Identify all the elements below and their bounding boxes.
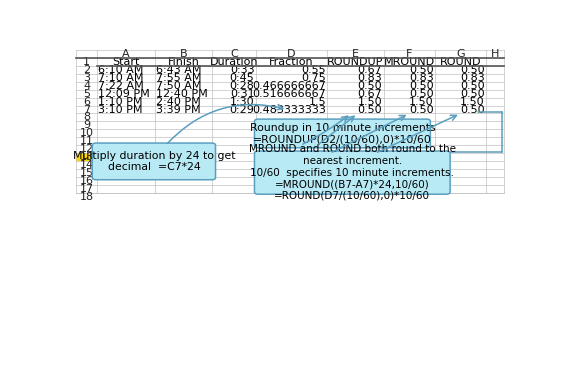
FancyBboxPatch shape [255, 151, 450, 194]
Text: 0.50: 0.50 [409, 81, 434, 91]
Text: 0.50: 0.50 [409, 89, 434, 99]
Text: 0.75: 0.75 [301, 73, 326, 83]
Text: C: C [230, 49, 238, 59]
Text: E: E [352, 49, 359, 59]
Text: 0.50: 0.50 [460, 65, 485, 74]
FancyBboxPatch shape [255, 119, 430, 148]
Text: B: B [179, 49, 187, 59]
Text: 12:09 PM: 12:09 PM [98, 89, 150, 99]
Text: 7:55 AM: 7:55 AM [156, 73, 201, 83]
Text: 2:40 PM: 2:40 PM [156, 96, 201, 106]
Text: 0.50: 0.50 [460, 89, 485, 99]
Text: 8: 8 [83, 113, 90, 122]
Text: 0.483333333: 0.483333333 [252, 104, 326, 114]
Text: 0.50: 0.50 [460, 81, 485, 91]
Text: 1.50: 1.50 [358, 96, 382, 106]
Text: 0:33: 0:33 [230, 65, 255, 74]
Text: 0.50: 0.50 [409, 104, 434, 114]
Text: 0.50: 0.50 [358, 104, 382, 114]
Text: 9: 9 [83, 121, 90, 131]
Text: A: A [122, 49, 130, 59]
Text: ROUND: ROUND [440, 56, 481, 66]
Text: 7:50 AM: 7:50 AM [156, 81, 201, 91]
Text: Start: Start [112, 56, 140, 66]
Text: 11: 11 [80, 136, 93, 146]
Text: Duration: Duration [210, 56, 258, 66]
Text: Fraction: Fraction [269, 56, 314, 66]
Text: 1: 1 [83, 56, 90, 66]
Text: 0:45: 0:45 [230, 73, 255, 83]
Text: 12:40 PM: 12:40 PM [156, 89, 208, 99]
Text: 7:10 AM: 7:10 AM [98, 73, 144, 83]
Text: H: H [491, 49, 499, 59]
FancyBboxPatch shape [92, 143, 216, 180]
Text: Multiply duration by 24 to get
decimal  =C7*24: Multiply duration by 24 to get decimal =… [72, 151, 235, 172]
Text: 6:10 AM: 6:10 AM [98, 65, 144, 74]
Text: 5: 5 [83, 89, 90, 99]
Text: 0:28: 0:28 [230, 81, 255, 91]
Text: 1.5: 1.5 [308, 96, 326, 106]
Text: 0.67: 0.67 [358, 89, 382, 99]
Text: 13: 13 [80, 152, 93, 162]
Text: 16: 16 [80, 176, 93, 186]
Text: 1:30: 1:30 [230, 96, 255, 106]
Text: 15: 15 [80, 168, 93, 179]
Text: 1.50: 1.50 [460, 96, 485, 106]
Text: 0:31: 0:31 [230, 89, 255, 99]
Text: 1:10 PM: 1:10 PM [98, 96, 143, 106]
Text: 1.50: 1.50 [409, 96, 434, 106]
Text: ROUNDUP: ROUNDUP [327, 56, 384, 66]
Text: G: G [456, 49, 465, 59]
Text: 0.466666667: 0.466666667 [252, 81, 326, 91]
Text: 0.516666667: 0.516666667 [252, 89, 326, 99]
Text: 6: 6 [83, 96, 90, 106]
Text: 2: 2 [83, 65, 90, 74]
Text: D: D [288, 49, 296, 59]
Bar [76, 154, 97, 161]
Text: MROUND and ROUND both round to the
nearest increment.
10/60  specifies 10 minute: MROUND and ROUND both round to the neare… [249, 144, 456, 201]
Text: 0.50: 0.50 [460, 104, 485, 114]
Text: 3:10 PM: 3:10 PM [98, 104, 143, 114]
Text: 3:39 PM: 3:39 PM [156, 104, 200, 114]
Text: 7:22 AM: 7:22 AM [98, 81, 144, 91]
Text: 0.83: 0.83 [460, 73, 485, 83]
Text: 6:43 AM: 6:43 AM [156, 65, 201, 74]
Text: Finish: Finish [168, 56, 199, 66]
Text: 17: 17 [79, 184, 93, 194]
Text: 12: 12 [79, 144, 93, 154]
Text: 0.83: 0.83 [358, 73, 382, 83]
Text: 0.67: 0.67 [358, 65, 382, 74]
Text: 7: 7 [83, 104, 90, 114]
Text: 3: 3 [83, 73, 90, 83]
Text: 14: 14 [79, 161, 93, 170]
Text: 0:29: 0:29 [230, 104, 255, 114]
Text: MROUND: MROUND [384, 56, 435, 66]
Text: 18: 18 [79, 192, 93, 202]
Text: 0.50: 0.50 [358, 81, 382, 91]
Text: Roundup in 10 minute increments
=ROUNDUP(D2/(10/60),0)*10/60: Roundup in 10 minute increments =ROUNDUP… [250, 122, 435, 144]
Text: 4: 4 [83, 81, 90, 91]
Text: 0.83: 0.83 [409, 73, 434, 83]
Bar [76, 154, 97, 161]
Text: 0.55: 0.55 [302, 65, 326, 74]
Text: F: F [406, 49, 413, 59]
Text: 10: 10 [80, 129, 93, 139]
Text: 0.50: 0.50 [409, 65, 434, 74]
